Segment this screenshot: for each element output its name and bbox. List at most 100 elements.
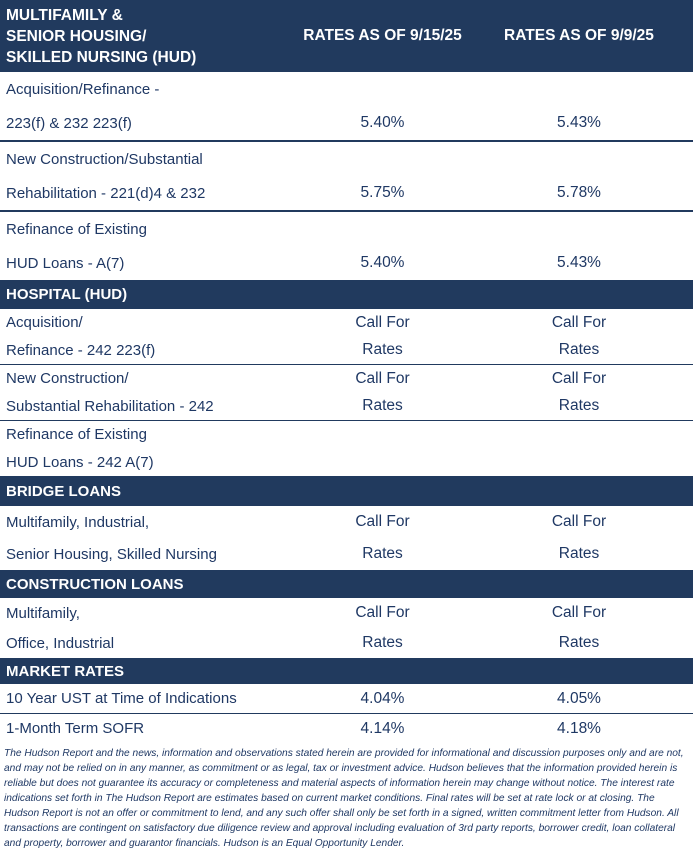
rate-current: 4.04%: [300, 684, 465, 713]
row-label: Acquisition/ Refinance - 242 223(f): [0, 309, 300, 364]
row-label: New Construction/ Substantial Rehabilita…: [0, 365, 300, 420]
rate-current: 5.40%: [300, 72, 465, 140]
rate-line: 5.43%: [557, 254, 601, 271]
rate-prior: 5.43%: [465, 72, 693, 140]
row-label: Refinance of Existing HUD Loans - 242 A(…: [0, 421, 300, 476]
rate-prior: [465, 421, 693, 476]
rate-line: [300, 142, 465, 176]
row-divider: [0, 713, 693, 714]
rate-current: Call For Rates: [300, 598, 465, 658]
section-band-hospital: HOSPITAL (HUD): [0, 280, 693, 309]
rate-line: Rates: [558, 397, 600, 415]
rate-prior: Call For Rates: [465, 506, 693, 570]
rate-current: [300, 421, 465, 476]
rate-current: 5.75%: [300, 142, 465, 210]
rate-line: Call For: [551, 513, 607, 530]
row-label: Multifamily, Office, Industrial: [0, 598, 300, 658]
rate-line: Rates: [362, 634, 403, 651]
rate-line: Call For: [551, 604, 607, 621]
rate-line: 5.40%: [360, 114, 405, 131]
rate-line: Call For: [355, 604, 410, 621]
row-label-line: HUD Loans - A(7): [6, 254, 125, 272]
row-label-line: Rehabilitation - 221(d)4 & 232: [6, 184, 206, 202]
table-row: Acquisition/Refinance - 223(f) & 232 223…: [0, 72, 693, 140]
row-label-line: 1-Month Term SOFR: [6, 720, 145, 737]
table-row: New Construction/Substantial Rehabilitat…: [0, 142, 693, 210]
row-divider: [0, 420, 693, 421]
rate-line: 5.40%: [360, 254, 405, 271]
column-header-current-rates: RATES AS OF 9/15/25: [303, 27, 462, 44]
rate-prior: 4.18%: [465, 714, 693, 743]
row-label-line: Refinance of Existing: [6, 220, 147, 238]
rate-line: [465, 421, 693, 449]
rate-line: Rates: [362, 397, 403, 415]
rate-line: [300, 449, 465, 477]
disclaimer-text: The Hudson Report and the news, informat…: [4, 748, 684, 849]
rate-line: [300, 421, 465, 449]
row-label-line: 223(f) & 232 223(f): [6, 114, 132, 132]
table-row: Multifamily, Office, Industrial Call For…: [0, 598, 693, 658]
rate-line: [300, 212, 465, 246]
row-label: Refinance of Existing HUD Loans - A(7): [0, 212, 300, 280]
table-row: Refinance of Existing HUD Loans - 242 A(…: [0, 421, 693, 476]
table-row: Multifamily, Industrial, Senior Housing,…: [0, 506, 693, 570]
table-header: MULTIFAMILY & SENIOR HOUSING/ SKILLED NU…: [0, 0, 693, 72]
row-label-line: Multifamily, Industrial,: [6, 513, 150, 531]
rate-line: Call For: [551, 313, 607, 331]
table-row: Refinance of Existing HUD Loans - A(7) 5…: [0, 212, 693, 280]
row-label-line: Substantial Rehabilitation - 242: [6, 397, 214, 415]
row-divider: [0, 364, 693, 365]
row-divider: [0, 140, 693, 142]
rate-line: Rates: [558, 634, 600, 651]
row-label-line: 10 Year UST at Time of Indications: [6, 690, 237, 707]
rate-prior: 4.05%: [465, 684, 693, 713]
row-label-line: Refinance - 242 223(f): [6, 341, 156, 359]
table-title-line: SKILLED NURSING (HUD): [6, 49, 197, 66]
rate-line: [465, 212, 693, 246]
row-label: 1-Month Term SOFR: [0, 714, 300, 743]
rate-line: [465, 142, 693, 176]
rate-line: Call For: [355, 313, 410, 331]
table-title-line: SENIOR HOUSING/: [6, 28, 147, 45]
rate-current: 5.40%: [300, 212, 465, 280]
row-label: New Construction/Substantial Rehabilitat…: [0, 142, 300, 210]
row-label-line: Acquisition/: [6, 314, 83, 332]
rate-line: Rates: [558, 545, 600, 562]
table-row: 10 Year UST at Time of Indications 4.04%…: [0, 684, 693, 713]
rate-prior: Call For Rates: [465, 598, 693, 658]
row-label-line: Refinance of Existing: [6, 426, 147, 444]
rate-line: 5.78%: [557, 184, 601, 201]
rate-current: Call For Rates: [300, 309, 465, 364]
section-band-bridge-loans: BRIDGE LOANS: [0, 476, 693, 506]
section-band-construction-loans: CONSTRUCTION LOANS: [0, 570, 693, 598]
rate-line: 4.04%: [360, 689, 405, 707]
rate-line: [465, 72, 693, 106]
table-title: MULTIFAMILY & SENIOR HOUSING/ SKILLED NU…: [0, 0, 300, 72]
table-row: New Construction/ Substantial Rehabilita…: [0, 365, 693, 420]
row-label-line: Office, Industrial: [6, 634, 115, 652]
row-divider: [0, 210, 693, 212]
row-label-line: Multifamily,: [6, 604, 80, 622]
row-label-line: Senior Housing, Skilled Nursing: [6, 545, 217, 563]
rate-prior: 5.78%: [465, 142, 693, 210]
table-row: Acquisition/ Refinance - 242 223(f) Call…: [0, 309, 693, 364]
rate-prior: 5.43%: [465, 212, 693, 280]
row-label-line: New Construction/: [6, 370, 129, 388]
column-header-prior-rates: RATES AS OF 9/9/25: [504, 27, 654, 44]
rate-prior: Call For Rates: [465, 309, 693, 364]
table-title-line: MULTIFAMILY &: [6, 7, 123, 24]
rate-line: 5.43%: [557, 114, 601, 131]
row-label: 10 Year UST at Time of Indications: [0, 684, 300, 713]
rate-current: 4.14%: [300, 714, 465, 743]
rate-line: 4.14%: [360, 719, 405, 737]
rate-line: Rates: [362, 545, 403, 562]
rate-current: Call For Rates: [300, 365, 465, 420]
rate-line: [465, 449, 693, 477]
rate-line: Rates: [558, 341, 600, 359]
rate-line: Call For: [551, 369, 607, 387]
row-label-line: Acquisition/Refinance -: [6, 80, 160, 98]
rate-line: [300, 72, 465, 106]
row-label: Multifamily, Industrial, Senior Housing,…: [0, 506, 300, 570]
row-label-line: New Construction/Substantial: [6, 150, 203, 168]
